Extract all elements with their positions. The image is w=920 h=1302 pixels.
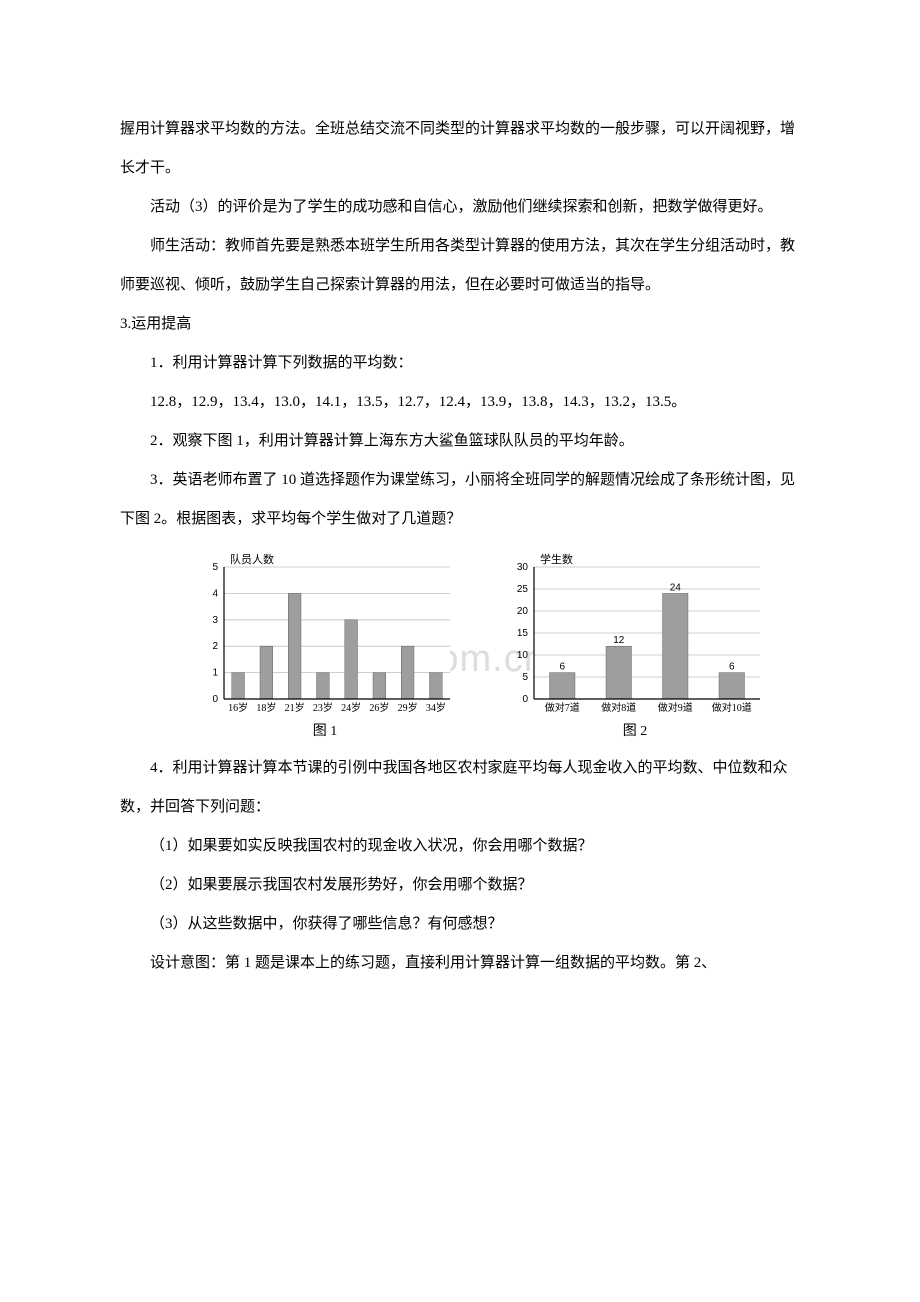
svg-text:16岁: 16岁 [228, 701, 248, 714]
svg-text:0: 0 [212, 694, 218, 705]
svg-text:2: 2 [212, 641, 218, 652]
paragraph-activity3: 活动（3）的评价是为了学生的成功感和自信心，激励他们继续探索和创新，把数学做得更… [120, 188, 800, 227]
design-intent: 设计意图：第 1 题是课本上的练习题，直接利用计算器计算一组数据的平均数。第 2… [120, 944, 800, 983]
svg-text:34岁: 34岁 [426, 701, 446, 714]
section-heading-3: 3.运用提高 [120, 305, 800, 344]
svg-text:学生数: 学生数 [540, 552, 573, 566]
svg-text:6: 6 [559, 662, 565, 673]
svg-text:做对8道: 做对8道 [601, 701, 636, 714]
chart-1-wrap: 0 1 2 3 4 5 队员人数 16岁 18岁 21岁 23岁 24岁 26岁 29岁 34岁 图 1 [190, 549, 460, 739]
question-1: 1．利用计算器计算下列数据的平均数： [120, 344, 800, 383]
svg-text:24岁: 24岁 [341, 701, 361, 714]
svg-text:0: 0 [522, 694, 528, 705]
svg-text:24: 24 [670, 582, 682, 593]
svg-text:5: 5 [522, 672, 528, 683]
svg-text:29岁: 29岁 [398, 701, 418, 714]
question-3: 3．英语老师布置了 10 道选择题作为课堂练习，小丽将全班同学的解题情况绘成了条… [120, 461, 800, 539]
svg-text:5: 5 [212, 562, 218, 573]
svg-text:18岁: 18岁 [256, 701, 276, 714]
svg-text:3: 3 [212, 615, 218, 626]
svg-text:12: 12 [613, 635, 625, 646]
svg-text:15: 15 [517, 628, 529, 639]
svg-text:做对10道: 做对10道 [712, 701, 752, 714]
svg-text:25: 25 [517, 584, 529, 595]
chart-1: 0 1 2 3 4 5 队员人数 16岁 18岁 21岁 23岁 24岁 26岁 29岁 34岁 [190, 549, 460, 719]
chart-2-wrap: 0 5 10 15 20 25 30 学生数做对7道 6 做对8道 12 做对9道 24 做对10道 6 图… [500, 549, 770, 739]
svg-text:做对9道: 做对9道 [658, 701, 693, 714]
charts-container: 012345队员人数16岁18岁21岁23岁24岁26岁29岁34岁 图 1 0… [160, 549, 800, 739]
question-2: 2．观察下图 1，利用计算器计算上海东方大鲨鱼篮球队队员的平均年龄。 [120, 422, 800, 461]
paragraph-teacher-activity: 师生活动：教师首先要是熟悉本班学生所用各类型计算器的使用方法，其次在学生分组活动… [120, 227, 800, 305]
question-1-data: 12.8，12.9，13.4，13.0，14.1，13.5，12.7，12.4，… [120, 383, 800, 422]
svg-text:26岁: 26岁 [369, 701, 389, 714]
svg-text:20: 20 [517, 606, 529, 617]
svg-text:23岁: 23岁 [313, 701, 333, 714]
question-4-1: （1）如果要如实反映我国农村的现金收入状况，你会用哪个数据？ [120, 827, 800, 866]
chart-2: 0 5 10 15 20 25 30 学生数做对7道 6 做对8道 12 做对9道 24 做对10道 6 [500, 549, 770, 719]
svg-text:队员人数: 队员人数 [230, 552, 274, 566]
chart-1-caption: 图 1 [313, 725, 338, 739]
svg-text:30: 30 [517, 562, 529, 573]
question-4-2: （2）如果要展示我国农村发展形势好，你会用哪个数据？ [120, 866, 800, 905]
svg-text:1: 1 [212, 668, 218, 679]
paragraph-continuation: 握用计算器求平均数的方法。全班总结交流不同类型的计算器求平均数的一般步骤，可以开… [120, 110, 800, 188]
chart-2-caption: 图 2 [623, 725, 648, 739]
svg-text:6: 6 [729, 662, 735, 673]
question-4-3: （3）从这些数据中，你获得了哪些信息？有何感想？ [120, 905, 800, 944]
svg-text:做对7道: 做对7道 [545, 701, 580, 714]
question-4: 4．利用计算器计算本节课的引例中我国各地区农村家庭平均每人现金收入的平均数、中位… [120, 749, 800, 827]
svg-text:21岁: 21岁 [285, 701, 305, 714]
svg-text:10: 10 [517, 650, 529, 661]
svg-text:4: 4 [212, 588, 218, 599]
